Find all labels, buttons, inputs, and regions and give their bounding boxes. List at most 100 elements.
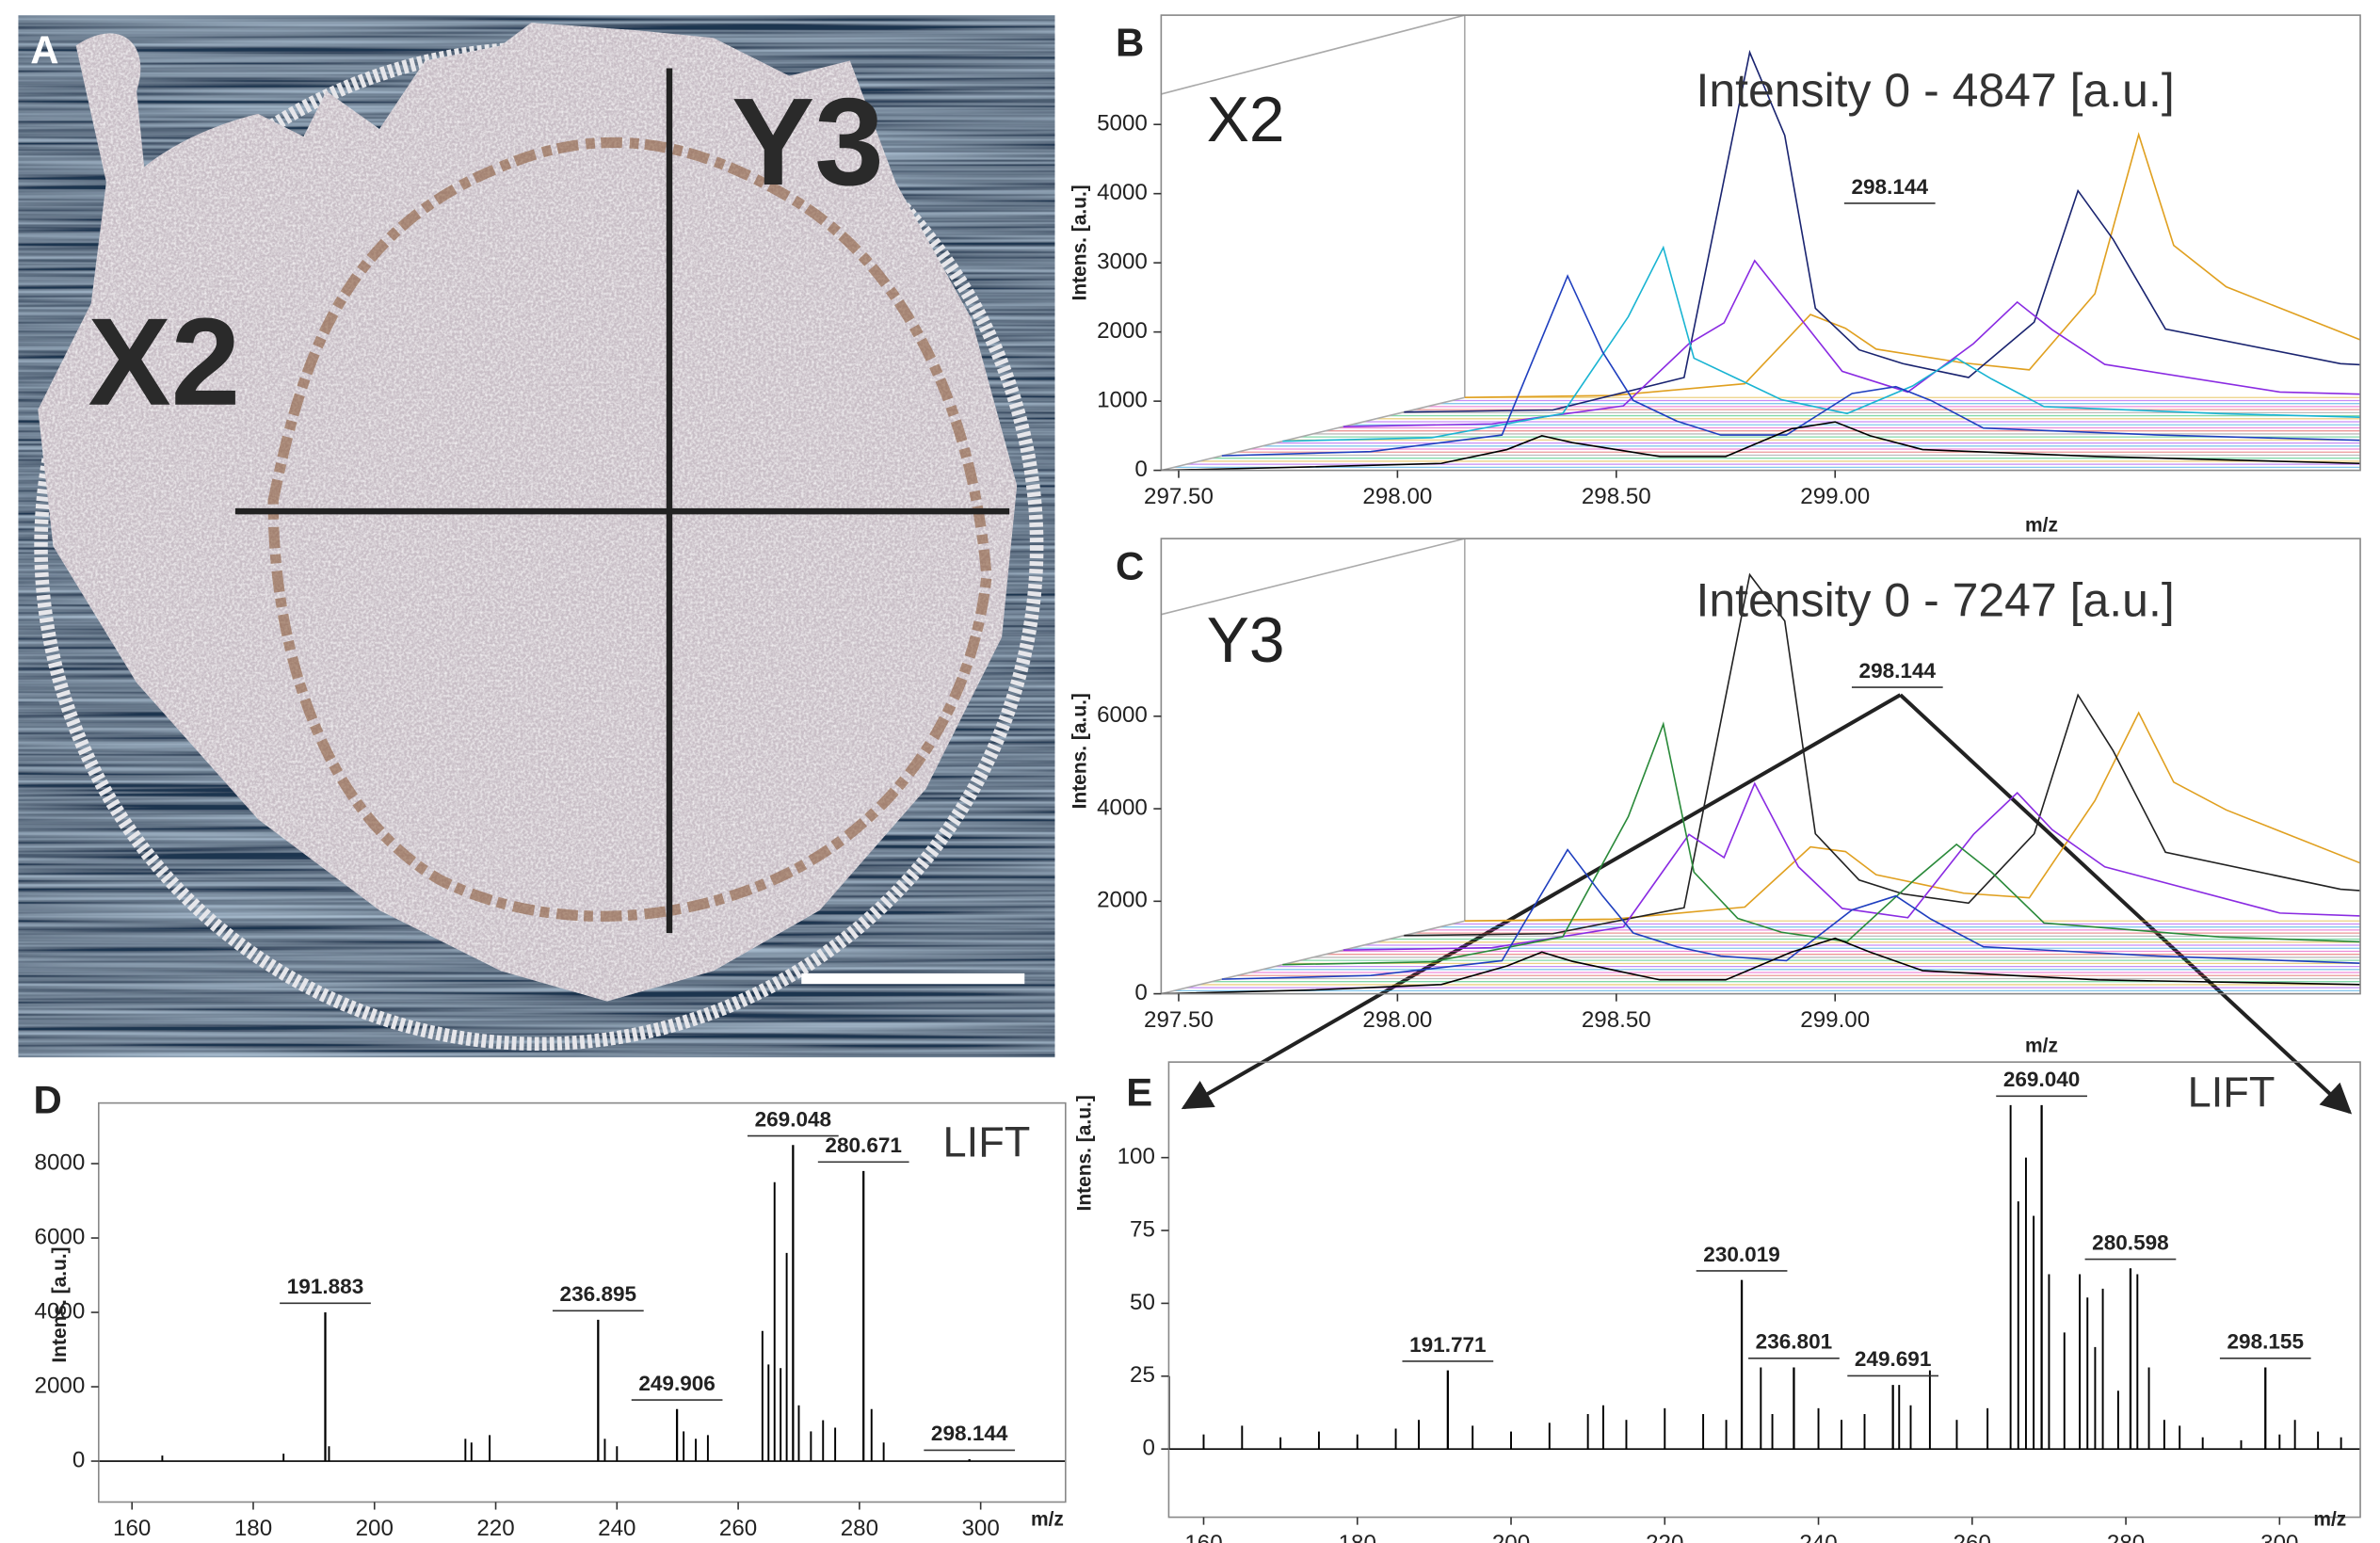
panel-label: B bbox=[1116, 20, 1144, 64]
y-tick-label: 0 bbox=[1134, 457, 1147, 482]
x-axis-label: m/z bbox=[2313, 1508, 2346, 1530]
back-wall bbox=[1161, 538, 1466, 616]
brown-rim bbox=[267, 137, 992, 922]
y-tick-label: 0 bbox=[1134, 980, 1147, 1005]
peak-label: 280.671 bbox=[825, 1133, 902, 1157]
annotation: LIFT bbox=[2188, 1069, 2275, 1117]
y-tick-label: 8000 bbox=[35, 1149, 86, 1175]
y-axis-label: Intens. [a.u.] bbox=[1069, 185, 1090, 300]
photo-panel: A X2 Y3 bbox=[18, 15, 1055, 1058]
x-tick-label: 260 bbox=[719, 1516, 757, 1541]
spectrum-trace bbox=[1221, 274, 2361, 457]
y-tick-label: 0 bbox=[1142, 1436, 1154, 1461]
x-tick-label: 220 bbox=[476, 1516, 514, 1541]
spectrum-trace bbox=[1161, 937, 2361, 994]
y-tick-label: 2000 bbox=[1097, 888, 1148, 913]
y-axis-label: Intens. [a.u.] bbox=[49, 1246, 71, 1362]
peak-label: 191.771 bbox=[1409, 1333, 1487, 1357]
peak-label: 249.691 bbox=[1855, 1347, 1932, 1371]
x-tick-label: 180 bbox=[1339, 1531, 1376, 1543]
plot-frame bbox=[1167, 1061, 2361, 1519]
y-tick-label: 5000 bbox=[1097, 111, 1148, 137]
peak-label: 230.019 bbox=[1703, 1243, 1780, 1266]
zoom-arrow bbox=[1181, 693, 1902, 1110]
spectrum-trace bbox=[1464, 711, 2361, 923]
x-tick-label: 280 bbox=[2107, 1531, 2145, 1543]
x-tick-label: 298.00 bbox=[1362, 484, 1432, 509]
y-axis-label: Intens. [a.u.] bbox=[1073, 1095, 1095, 1211]
zoom-arrow bbox=[1899, 693, 2353, 1115]
peak-label: 191.883 bbox=[287, 1275, 364, 1298]
x-tick-label: 200 bbox=[356, 1516, 394, 1541]
y-tick-label: 6000 bbox=[35, 1224, 86, 1249]
region-label: Y3 bbox=[732, 72, 884, 212]
peak-label: 269.048 bbox=[755, 1107, 832, 1131]
x-tick-label: 260 bbox=[1954, 1531, 1991, 1543]
back-wall bbox=[1161, 14, 1466, 95]
y-tick-label: 3000 bbox=[1097, 249, 1148, 275]
y-tick-label: 1000 bbox=[1097, 388, 1148, 413]
inset-label: Y3 bbox=[1207, 605, 1285, 676]
floor-edge bbox=[1161, 920, 1466, 994]
peak-label: 249.906 bbox=[638, 1372, 716, 1395]
x-tick-label: 200 bbox=[1492, 1531, 1530, 1543]
x-tick-label: 280 bbox=[841, 1516, 878, 1541]
x-axis-label: m/z bbox=[2025, 515, 2058, 537]
spectrum-trace bbox=[1161, 421, 2361, 471]
panel-label: C bbox=[1116, 543, 1144, 587]
annotation: LIFT bbox=[943, 1118, 1031, 1166]
x-tick-label: 298.50 bbox=[1582, 484, 1651, 509]
spectrum-trace bbox=[1282, 721, 2361, 966]
x-axis-label: m/z bbox=[2025, 1036, 2058, 1057]
y-tick-label: 4000 bbox=[1097, 795, 1148, 820]
plot-frame bbox=[1160, 14, 2361, 472]
peak-label: 298.155 bbox=[2227, 1330, 2305, 1354]
y-axis-label: Intens. [a.u.] bbox=[1069, 693, 1090, 809]
plot-area bbox=[1161, 572, 2361, 994]
peak-label: 298.144 bbox=[931, 1422, 1008, 1445]
x-tick-label: 298.50 bbox=[1582, 1007, 1651, 1033]
peak-label: 236.801 bbox=[1756, 1330, 1833, 1354]
region-label: X2 bbox=[88, 293, 241, 432]
panel-label: E bbox=[1126, 1070, 1152, 1115]
y-tick-label: 75 bbox=[1130, 1216, 1155, 1242]
peak-label: 298.144 bbox=[1859, 659, 1937, 683]
y-tick-label: 50 bbox=[1130, 1290, 1155, 1315]
x-tick-label: 300 bbox=[2260, 1531, 2298, 1543]
x-tick-label: 299.00 bbox=[1800, 1007, 1870, 1033]
floor-edge bbox=[1161, 396, 1466, 471]
spectrum-trace bbox=[1343, 259, 2361, 427]
x-tick-label: 240 bbox=[1799, 1531, 1837, 1543]
x-tick-label: 297.50 bbox=[1144, 484, 1214, 509]
y-tick-label: 100 bbox=[1118, 1144, 1155, 1169]
x-axis-label: m/z bbox=[1031, 1508, 1064, 1530]
annotation: Intensity 0 - 4847 [a.u.] bbox=[1696, 64, 2174, 117]
x-tick-label: 298.00 bbox=[1362, 1007, 1432, 1033]
peak-label: 269.040 bbox=[2003, 1068, 2081, 1091]
spectrum-trace bbox=[1404, 49, 2361, 413]
peak-label: 298.144 bbox=[1851, 175, 1928, 199]
y-tick-label: 2000 bbox=[1097, 318, 1148, 344]
y-tick-label: 0 bbox=[72, 1447, 85, 1472]
y-tick-label: 4000 bbox=[35, 1298, 86, 1324]
plot-frame bbox=[97, 1101, 1067, 1503]
spectrum-trace bbox=[1221, 848, 2361, 980]
spectrum-trace bbox=[1404, 572, 2361, 937]
x-tick-label: 240 bbox=[598, 1516, 635, 1541]
peak-label: 280.598 bbox=[2092, 1230, 2169, 1254]
plot-area bbox=[1168, 1104, 2361, 1450]
plot-frame bbox=[1160, 538, 2361, 995]
spectrum-trace bbox=[1282, 245, 2361, 442]
x-tick-label: 160 bbox=[1184, 1531, 1222, 1543]
x-tick-label: 297.50 bbox=[1144, 1007, 1214, 1033]
panel-label: A bbox=[30, 27, 58, 72]
x-tick-label: 299.00 bbox=[1800, 484, 1870, 509]
annotation: Intensity 0 - 7247 [a.u.] bbox=[1696, 574, 2174, 627]
peak-label: 236.895 bbox=[560, 1282, 637, 1306]
x-tick-label: 160 bbox=[113, 1516, 151, 1541]
plot-area bbox=[1161, 49, 2361, 471]
inset-label: X2 bbox=[1207, 85, 1285, 155]
x-tick-label: 300 bbox=[961, 1516, 999, 1541]
